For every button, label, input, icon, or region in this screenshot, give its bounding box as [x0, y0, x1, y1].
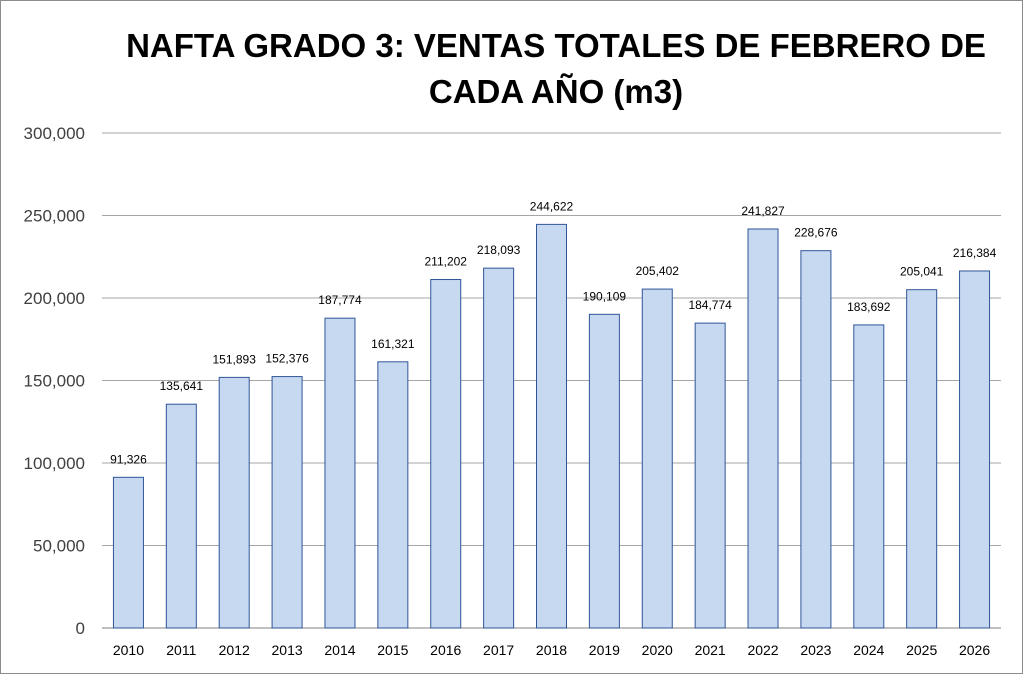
data-label: 151,893 [213, 352, 257, 366]
chart-title-line1: NAFTA GRADO 3: VENTAS TOTALES DE FEBRERO… [126, 27, 986, 64]
data-label: 152,376 [265, 352, 309, 366]
bar-2022 [747, 228, 779, 629]
x-tick-label: 2014 [324, 642, 355, 658]
y-tick-label: 200,000 [24, 289, 85, 308]
bar-2019 [588, 313, 620, 629]
data-label: 183,692 [847, 300, 891, 314]
data-label: 244,622 [530, 199, 574, 213]
bar-2011 [165, 403, 197, 629]
x-tick-label: 2010 [113, 642, 144, 658]
data-label: 135,641 [160, 379, 204, 393]
x-tick-label: 2018 [536, 642, 567, 658]
x-tick-label: 2026 [959, 642, 990, 658]
bar-2023 [800, 250, 832, 629]
y-tick-label: 50,000 [33, 537, 85, 556]
bar-2016 [430, 279, 462, 629]
data-label: 184,774 [688, 298, 732, 312]
data-label: 216,384 [953, 246, 997, 260]
bar-2014 [324, 317, 356, 629]
chart-title-line2: CADA AÑO (m3) [428, 73, 684, 110]
x-tick-label: 2021 [695, 642, 726, 658]
data-label: 241,827 [741, 204, 785, 218]
bar-2024 [853, 324, 885, 629]
data-label: 91,326 [110, 452, 147, 466]
y-tick-label: 250,000 [24, 207, 85, 226]
data-label: 228,676 [794, 226, 838, 240]
x-tick-label: 2015 [377, 642, 408, 658]
x-tick-label: 2019 [589, 642, 620, 658]
bar-2013 [271, 376, 303, 629]
data-label: 205,041 [900, 265, 944, 279]
bar-2017 [483, 267, 515, 629]
bar-2021 [694, 322, 726, 629]
x-tick-label: 2024 [853, 642, 884, 658]
bar-2018 [536, 223, 567, 629]
x-tick-label: 2025 [906, 642, 937, 658]
data-label: 187,774 [318, 293, 362, 307]
data-label: 161,321 [371, 337, 415, 351]
data-label: 190,109 [583, 289, 627, 303]
chart-title: NAFTA GRADO 3: VENTAS TOTALES DE FEBRERO… [101, 23, 1011, 115]
bar-2025 [906, 289, 938, 629]
bar-2010 [112, 476, 144, 629]
x-tick-label: 2017 [483, 642, 514, 658]
x-tick-label: 2023 [800, 642, 831, 658]
bar-2020 [641, 288, 673, 629]
x-tick-label: 2013 [272, 642, 303, 658]
x-tick-label: 2020 [642, 642, 673, 658]
data-label: 218,093 [477, 243, 521, 257]
y-tick-label: 100,000 [24, 454, 85, 473]
bar-2012 [218, 376, 250, 629]
bar-2026 [959, 270, 991, 629]
bar-2015 [377, 361, 409, 629]
x-tick-label: 2011 [166, 642, 196, 658]
y-tick-label: 0 [76, 619, 85, 638]
x-tick-label: 2022 [747, 642, 778, 658]
x-tick-label: 2016 [430, 642, 461, 658]
x-tick-label: 2012 [219, 642, 250, 658]
y-tick-label: 300,000 [24, 124, 85, 143]
data-label: 211,202 [424, 255, 467, 269]
y-tick-label: 150,000 [24, 372, 85, 391]
data-label: 205,402 [636, 264, 680, 278]
